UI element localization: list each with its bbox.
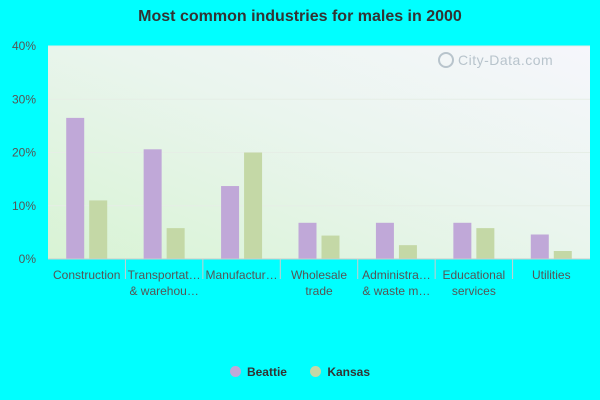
y-tick-label: 0% xyxy=(19,252,37,266)
x-category-label: Educational services xyxy=(442,268,505,298)
bar-beattie-3[interactable] xyxy=(298,222,317,259)
legend-item-kansas: Kansas xyxy=(310,365,370,379)
y-tick-label: 10% xyxy=(12,199,36,213)
x-category-label: Transportat… & warehou… xyxy=(128,268,201,298)
bar-kansas-5[interactable] xyxy=(476,228,495,259)
legend: Beattie Kansas xyxy=(0,365,600,379)
x-category-label: Wholesale trade xyxy=(291,268,347,298)
bar-beattie-5[interactable] xyxy=(453,222,472,259)
bar-kansas-0[interactable] xyxy=(89,200,108,259)
bar-kansas-3[interactable] xyxy=(321,235,340,259)
bar-kansas-1[interactable] xyxy=(166,228,185,259)
y-tick-label: 40% xyxy=(12,39,36,53)
bar-kansas-2[interactable] xyxy=(244,152,263,260)
watermark-text: City-Data.com xyxy=(458,52,554,68)
y-tick-label: 20% xyxy=(12,146,36,160)
legend-label-kansas: Kansas xyxy=(327,365,371,379)
bar-kansas-6[interactable] xyxy=(553,251,572,259)
y-tick-label: 30% xyxy=(12,92,36,106)
x-category-label: Utilities xyxy=(532,268,571,282)
x-category-label: Construction xyxy=(53,268,120,282)
bar-beattie-0[interactable] xyxy=(66,117,85,259)
legend-item-beattie: Beattie xyxy=(229,365,287,379)
bar-beattie-4[interactable] xyxy=(375,222,394,259)
bar-beattie-6[interactable] xyxy=(530,234,549,259)
magnifier-icon xyxy=(438,52,454,68)
legend-swatch-beattie xyxy=(229,366,241,377)
x-category-label: Manufactur… xyxy=(206,268,278,282)
x-category-label: Administra… & waste m… xyxy=(362,268,431,298)
bar-beattie-2[interactable] xyxy=(221,186,240,259)
legend-swatch-kansas xyxy=(310,366,322,377)
watermark: City-Data.com xyxy=(438,52,553,68)
bar-beattie-1[interactable] xyxy=(143,149,162,259)
chart-title: Most common industries for males in 2000 xyxy=(138,8,462,25)
legend-label-beattie: Beattie xyxy=(246,365,287,379)
bar-kansas-4[interactable] xyxy=(398,245,417,259)
